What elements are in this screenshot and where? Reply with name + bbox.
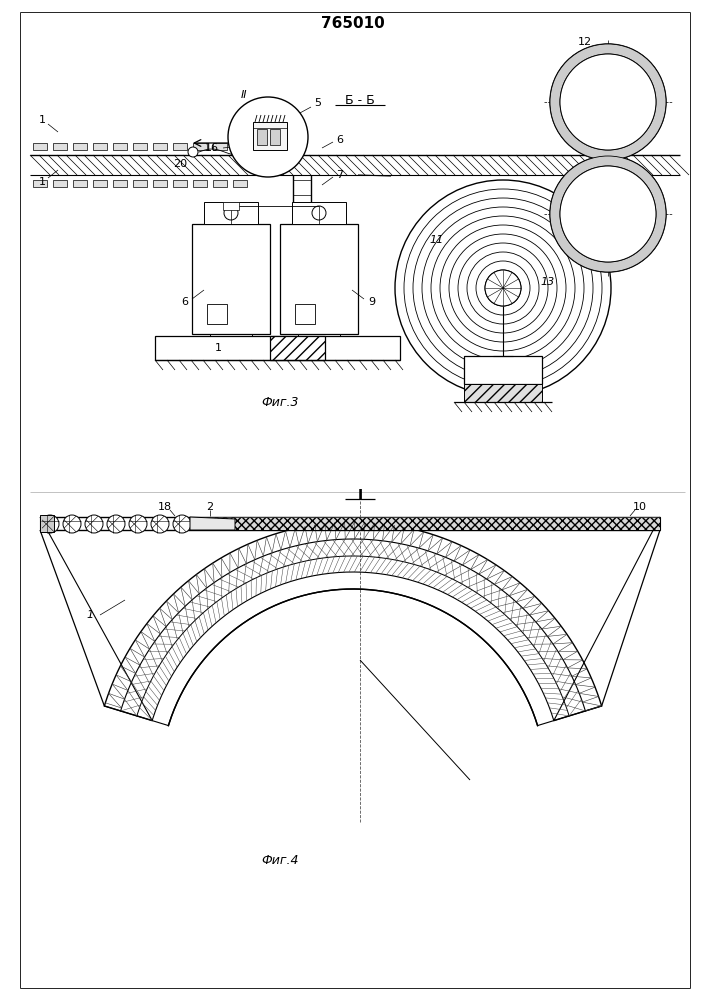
Text: 12: 12 (578, 37, 592, 47)
Text: 7: 7 (337, 170, 344, 180)
Text: 1: 1 (86, 610, 93, 620)
Bar (113, 180, 127, 187)
Bar (193, 143, 207, 150)
Text: 5: 5 (315, 98, 322, 108)
Text: Б - Б: Б - Б (345, 94, 375, 106)
Bar (213, 143, 227, 150)
Text: 11: 11 (430, 235, 444, 245)
Bar (213, 180, 227, 187)
Bar (153, 180, 167, 187)
Bar (33, 180, 47, 187)
Bar (113, 143, 127, 150)
Text: 765010: 765010 (321, 16, 385, 31)
Bar (190, 517, 660, 530)
Bar (53, 180, 67, 187)
Text: I: I (358, 488, 363, 502)
Bar (233, 143, 247, 150)
Text: 16: 16 (205, 143, 219, 153)
Bar (464, 356, 542, 384)
Bar (464, 384, 542, 402)
Text: 2: 2 (206, 502, 214, 512)
Text: 9: 9 (368, 297, 375, 307)
Circle shape (129, 515, 147, 533)
Circle shape (550, 156, 666, 272)
Bar (33, 143, 47, 150)
Text: 1: 1 (38, 115, 45, 125)
Bar (223, 202, 239, 210)
Bar (298, 334, 340, 352)
Bar (73, 143, 87, 150)
Bar (193, 180, 207, 187)
Circle shape (312, 206, 326, 220)
Text: 13: 13 (541, 277, 555, 287)
Text: 18: 18 (158, 502, 172, 512)
Text: 1: 1 (38, 177, 45, 187)
Bar (292, 202, 346, 224)
Circle shape (188, 147, 198, 157)
Bar (93, 180, 107, 187)
Text: Фиг.4: Фиг.4 (262, 854, 299, 866)
Text: 6: 6 (182, 297, 189, 307)
Circle shape (41, 515, 59, 533)
Circle shape (485, 270, 521, 306)
Circle shape (173, 515, 191, 533)
Bar (53, 143, 67, 150)
Circle shape (85, 515, 103, 533)
Circle shape (63, 515, 81, 533)
Bar (73, 180, 87, 187)
Bar (270, 129, 280, 145)
Text: Фиг.3: Фиг.3 (262, 395, 299, 408)
Circle shape (333, 204, 345, 216)
Bar (93, 143, 107, 150)
Circle shape (151, 515, 169, 533)
Bar (233, 180, 247, 187)
Text: 1: 1 (214, 343, 221, 353)
Bar (295, 304, 315, 324)
Text: 10: 10 (633, 502, 647, 512)
Bar (190, 517, 660, 530)
Bar (253, 122, 287, 150)
Circle shape (560, 166, 656, 262)
Circle shape (550, 44, 666, 160)
Polygon shape (190, 517, 235, 530)
Bar (153, 143, 167, 150)
Bar (257, 129, 267, 145)
Bar (192, 224, 270, 334)
Circle shape (107, 515, 125, 533)
Bar (173, 180, 187, 187)
Text: II: II (241, 90, 247, 100)
Text: 6: 6 (337, 135, 344, 145)
Bar (204, 202, 258, 224)
Circle shape (224, 206, 238, 220)
Bar (40, 515, 54, 532)
Wedge shape (550, 156, 666, 272)
Text: 20: 20 (173, 159, 187, 169)
Bar (155, 336, 400, 360)
Bar (270, 336, 325, 360)
Wedge shape (550, 44, 666, 160)
Bar (280, 224, 358, 334)
Bar (133, 143, 147, 150)
Bar (207, 304, 227, 324)
Circle shape (226, 338, 236, 348)
Bar (173, 143, 187, 150)
Bar (253, 143, 267, 150)
Bar (210, 334, 252, 352)
Bar (240, 149, 252, 155)
Circle shape (228, 97, 308, 177)
Circle shape (314, 338, 324, 348)
Circle shape (560, 54, 656, 150)
Bar (133, 180, 147, 187)
